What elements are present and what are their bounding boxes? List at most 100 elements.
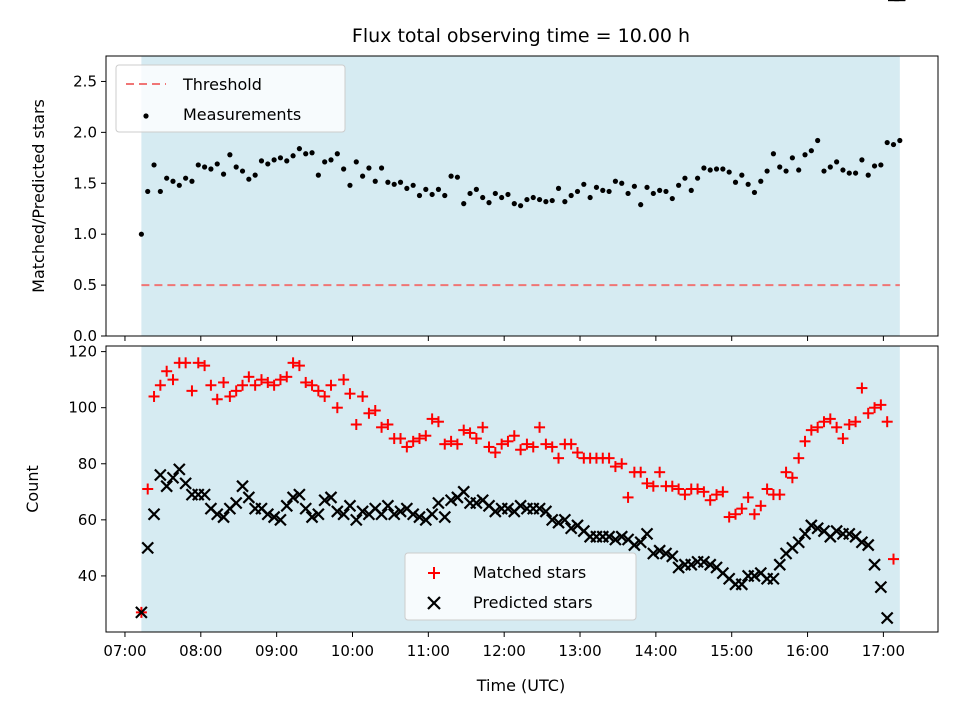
measurement-point (650, 190, 656, 197)
measurement-point (713, 166, 720, 172)
measurement-point (796, 167, 802, 173)
x-tick-label: 08:00 (179, 642, 222, 660)
measurement-point (328, 157, 334, 163)
y-tick-label: 120 (68, 343, 97, 361)
measurement-point (138, 231, 144, 237)
measurement-point (764, 168, 770, 174)
matched-star-point (470, 433, 482, 445)
matched-star-point (875, 399, 887, 411)
predicted-star-point (830, 524, 843, 538)
matched-star-point (837, 433, 849, 445)
matched-star-point (439, 438, 451, 450)
matched-star-point (635, 466, 647, 478)
ratio-legend: Threshold Measurements (115, 64, 346, 133)
matched-star-point (755, 500, 767, 512)
predicted-legend-swatch (427, 596, 441, 610)
matched-legend-swatch (428, 567, 440, 579)
matched-star-point (736, 503, 748, 515)
measurement-point (884, 139, 890, 146)
measurement-point (694, 175, 701, 181)
matched-star-point (698, 486, 710, 498)
threshold-legend-label: Threshold (182, 75, 262, 94)
measurement-point (878, 162, 884, 168)
matched-star-point (376, 421, 388, 433)
matched-star-point (407, 435, 419, 447)
predicted-star-point (552, 516, 565, 529)
predicted-star-point (647, 547, 660, 560)
measurement-point (663, 188, 669, 195)
matched-star-point (281, 371, 293, 383)
predicted-star-point (666, 550, 679, 563)
matched-star-point (312, 385, 324, 397)
predicted-star-point (154, 468, 167, 482)
matched-star-point (666, 480, 678, 492)
measurement-point (322, 159, 328, 165)
measurement-point (227, 152, 233, 158)
counts-y-ticks: 40 60 80 100 120 (68, 343, 106, 585)
matched-star-point (477, 421, 489, 433)
predicted-star-point (735, 578, 749, 591)
predicted-star-point (198, 488, 211, 501)
predicted-star-point (299, 502, 312, 515)
measurement-point (726, 169, 732, 175)
matched-star-point (654, 466, 666, 478)
measurement-point (461, 201, 467, 207)
measurement-point (189, 178, 195, 184)
measurement-point (195, 162, 201, 168)
predicted-star-point (425, 507, 439, 521)
matched-star-point (325, 379, 337, 391)
measurement-point (473, 186, 479, 192)
matched-star-point (300, 376, 312, 388)
matched-star-point (496, 438, 508, 450)
measurement-point (518, 203, 524, 209)
measurement-point (612, 178, 619, 184)
matched-star-point (287, 357, 299, 369)
measurement-point (593, 184, 600, 190)
matched-star-point (711, 489, 723, 501)
matched-legend-label: Matched stars (473, 563, 586, 582)
predicted-star-point (564, 521, 578, 535)
measurement-point (480, 194, 486, 201)
predicted-star-point (413, 510, 426, 524)
predicted-star-point (236, 479, 249, 493)
measurement-point (574, 188, 581, 195)
matched-star-point (464, 427, 476, 439)
measurements-series (138, 137, 903, 237)
matched-star-point (799, 435, 811, 447)
matched-star-point (192, 357, 204, 369)
chart-title: Flux total observing time = 10.00 h (352, 25, 690, 47)
measurement-point (745, 181, 751, 187)
predicted-star-point (210, 507, 224, 521)
matched-star-point (609, 461, 621, 473)
measurement-point (701, 165, 707, 171)
predicted-star-point (242, 491, 256, 504)
predicted-stars-series (135, 0, 906, 625)
measurement-point (739, 172, 745, 178)
x-tick-label: 13:00 (558, 642, 601, 660)
x-tick-label: 14:00 (634, 642, 677, 660)
predicted-star-point (697, 555, 711, 569)
matched-star-point (344, 388, 356, 400)
predicted-star-point (628, 538, 641, 552)
measurement-point (682, 175, 688, 181)
predicted-star-point (217, 510, 230, 524)
matched-star-point (812, 421, 824, 433)
predicted-star-point (305, 510, 319, 524)
measurement-point (865, 172, 871, 178)
measurement-point (808, 148, 814, 154)
matched-star-point (186, 385, 198, 397)
measurement-point (524, 196, 530, 203)
y-tick-label: 0.0 (73, 327, 97, 345)
measurement-point (271, 157, 277, 163)
counts-legend-box (404, 552, 637, 621)
measurement-point (454, 174, 461, 180)
matched-star-point (363, 407, 375, 419)
measurement-point (638, 202, 644, 208)
measurement-point (391, 181, 397, 187)
counts-panel: 40 60 80 100 120 07:00 08:00 09:00 10:00 11:00 12… (23, 0, 939, 695)
predicted-star-point (444, 493, 458, 507)
y-tick-label: 2.0 (73, 123, 97, 141)
matched-star-point (704, 494, 716, 506)
y-tick-label: 100 (68, 399, 97, 417)
matched-star-point (413, 433, 425, 445)
